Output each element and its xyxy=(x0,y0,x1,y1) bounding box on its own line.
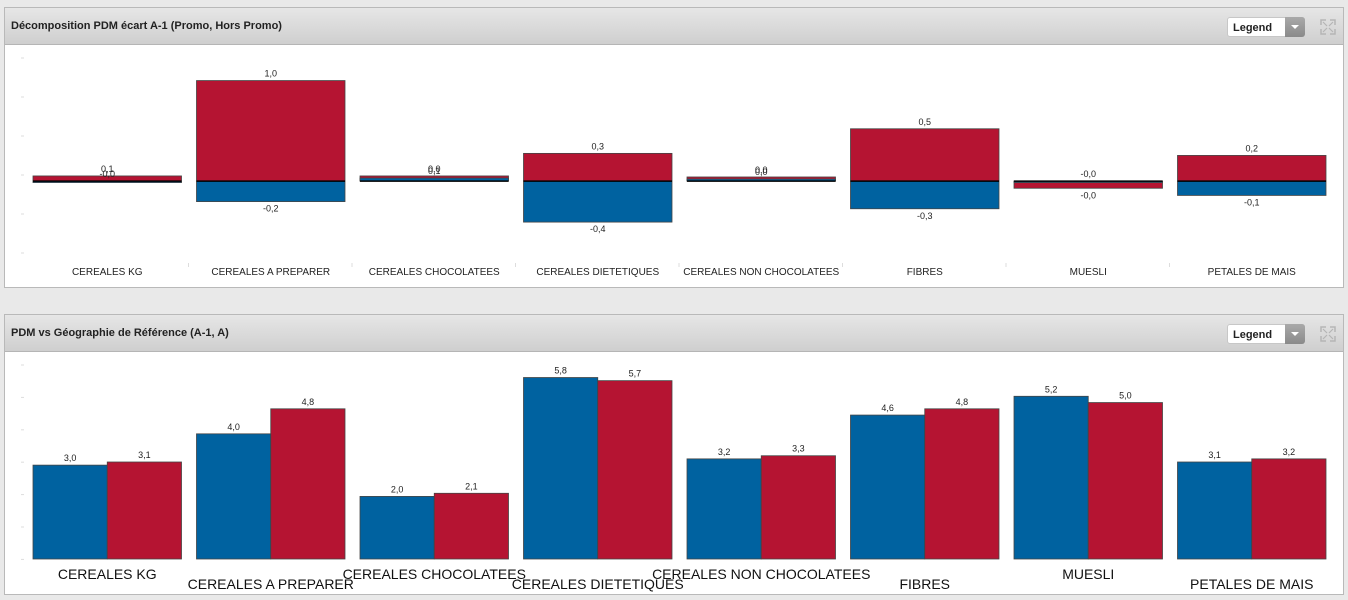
x-tick-label: PETALES DE MAIS xyxy=(1208,267,1297,278)
x-tick-label: FIBRES xyxy=(907,267,943,278)
data-label: 0,0 xyxy=(755,167,768,177)
data-label: 2,1 xyxy=(465,481,478,491)
bar-red xyxy=(106,461,182,560)
panel-title: PDM vs Géographie de Référence (A-1, A) xyxy=(11,327,229,339)
data-label: -0,0 xyxy=(1080,169,1096,179)
x-tick-label: CEREALES DIETETIQUES xyxy=(512,576,684,592)
bar-blue xyxy=(1177,180,1327,196)
data-label: 4,0 xyxy=(227,422,240,432)
x-tick-label: CEREALES KG xyxy=(58,566,157,582)
legend-dropdown-label: Legend xyxy=(1233,329,1273,341)
data-label: -0,0 xyxy=(99,169,115,179)
data-label: 0,3 xyxy=(591,141,604,151)
bar-blue xyxy=(1177,461,1253,560)
bar-blue xyxy=(196,180,346,202)
data-label: 5,7 xyxy=(629,369,642,379)
bar-blue xyxy=(523,377,599,560)
data-label: 0,0 xyxy=(755,165,768,175)
bar-red xyxy=(523,152,673,182)
bar-blue xyxy=(196,433,272,560)
x-tick-label: CEREALES KG xyxy=(72,267,143,278)
data-label: -0,1 xyxy=(1244,197,1260,207)
x-tick-label: CEREALES NON CHOCOLATEES xyxy=(683,267,839,278)
bar-blue xyxy=(1013,395,1089,560)
data-label: -0,2 xyxy=(263,204,279,214)
bar-blue xyxy=(359,496,435,560)
bar-blue xyxy=(850,180,1000,210)
bar-blue xyxy=(523,180,673,223)
chevron-down-icon[interactable] xyxy=(1285,324,1305,344)
panel-header: PDM vs Géographie de Référence (A-1, A) … xyxy=(5,315,1343,352)
expand-icon[interactable] xyxy=(1319,325,1337,343)
data-label: 3,3 xyxy=(792,444,805,454)
data-label: 2,0 xyxy=(391,484,404,494)
data-label: 3,2 xyxy=(718,447,731,457)
bar-red xyxy=(1251,458,1327,560)
bar-red xyxy=(1087,402,1163,560)
data-label: -0,3 xyxy=(917,211,933,221)
bar-red xyxy=(196,80,346,182)
data-label: 0,0 xyxy=(428,164,441,174)
data-label: -0,0 xyxy=(1080,190,1096,200)
data-label: 4,8 xyxy=(302,397,315,407)
panel-header: Décomposition PDM écart A-1 (Promo, Hors… xyxy=(5,8,1343,45)
bar-red xyxy=(433,492,509,560)
data-label: 5,2 xyxy=(1045,384,1058,394)
panel-title: Décomposition PDM écart A-1 (Promo, Hors… xyxy=(11,20,282,32)
data-label: 3,0 xyxy=(64,453,77,463)
x-tick-label: MUESLI xyxy=(1070,267,1107,278)
data-label: 1,0 xyxy=(264,69,277,79)
data-label: 0,5 xyxy=(918,117,931,127)
x-tick-label: CEREALES DIETETIQUES xyxy=(536,267,659,278)
legend-dropdown[interactable]: Legend xyxy=(1227,324,1305,344)
geographie-chart: 3,0 3,1 CEREALES KG 4,0 4,8 CEREALES A PREPAR… xyxy=(21,364,1327,592)
data-label: 5,8 xyxy=(554,366,567,376)
data-label: 3,1 xyxy=(138,450,151,460)
data-label: 0,1 xyxy=(101,164,114,174)
bar-red xyxy=(924,408,1000,560)
data-label: 0,1 xyxy=(428,166,441,176)
legend-dropdown[interactable]: Legend xyxy=(1227,17,1305,37)
x-tick-label: CEREALES CHOCOLATEES xyxy=(343,566,526,582)
bar-red xyxy=(1177,155,1327,182)
data-label: -0,4 xyxy=(590,224,606,234)
bar-red xyxy=(850,128,1000,182)
data-label: 3,1 xyxy=(1208,450,1221,460)
bar-blue xyxy=(686,458,762,560)
chart-panel-geographie: PDM vs Géographie de Référence (A-1, A) … xyxy=(4,314,1344,595)
legend-dropdown-label: Legend xyxy=(1233,22,1273,34)
x-tick-label: FIBRES xyxy=(899,576,950,592)
x-tick-label: CEREALES CHOCOLATEES xyxy=(369,267,500,278)
bar-blue xyxy=(850,414,926,560)
data-label: 4,8 xyxy=(956,397,969,407)
chevron-down-icon[interactable] xyxy=(1285,17,1305,37)
data-label: 5,0 xyxy=(1119,391,1132,401)
x-tick-label: MUESLI xyxy=(1062,566,1114,582)
x-tick-label: PETALES DE MAIS xyxy=(1190,576,1313,592)
x-tick-label: CEREALES A PREPARER xyxy=(188,576,354,592)
bar-red xyxy=(270,408,346,560)
data-label: 3,2 xyxy=(1283,447,1296,457)
bar-red xyxy=(760,455,836,560)
data-label: 0,2 xyxy=(1245,143,1258,153)
chart-panel-decomposition: Décomposition PDM écart A-1 (Promo, Hors… xyxy=(4,7,1344,288)
x-tick-label: CEREALES NON CHOCOLATEES xyxy=(652,566,870,582)
data-label: 4,6 xyxy=(881,403,894,413)
expand-icon[interactable] xyxy=(1319,18,1337,36)
bar-blue xyxy=(32,464,108,560)
bar-red xyxy=(597,380,673,560)
x-tick-label: CEREALES A PREPARER xyxy=(211,267,330,278)
